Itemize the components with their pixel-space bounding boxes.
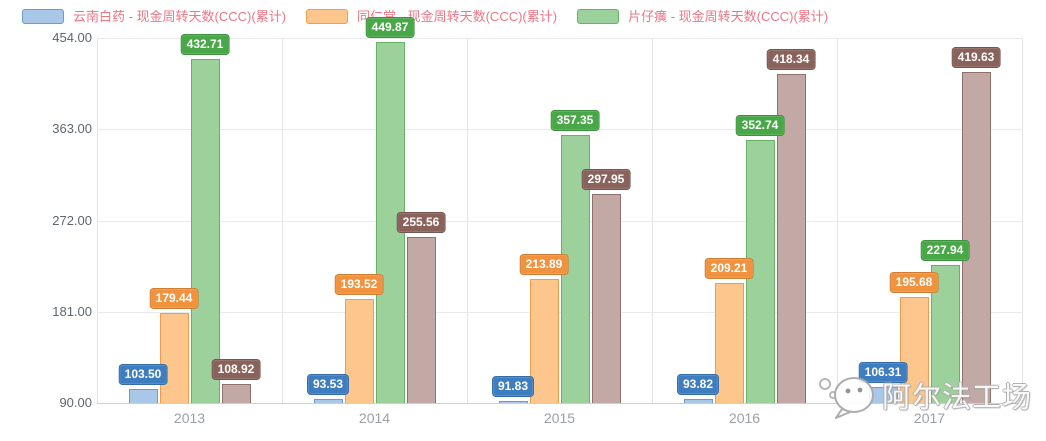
bar	[961, 72, 991, 403]
bar	[714, 283, 744, 403]
legend-item[interactable]: 片仔癀 - 现金周转天数(CCC)(累计)	[577, 9, 828, 24]
bar-value-label: 93.82	[676, 374, 720, 396]
bar-value-label: 103.50	[118, 364, 168, 386]
legend-item[interactable]: 云南白药 - 现金周转天数(CCC)(累计)	[22, 9, 286, 24]
bar	[899, 297, 929, 403]
y-axis-label: 272.00	[52, 212, 92, 228]
bar-value-label: 179.44	[149, 288, 199, 310]
category-separator	[282, 38, 283, 403]
legend-item-label: 片仔癀 - 现金周转天数(CCC)(累计)	[628, 9, 829, 24]
bar-value-label: 213.89	[519, 253, 569, 275]
bar	[128, 389, 158, 403]
bar-value-label: 449.87	[365, 17, 415, 39]
bar	[498, 401, 528, 403]
bar-value-label: 209.21	[704, 258, 754, 280]
grid-line	[97, 403, 1022, 404]
grid-line	[97, 311, 1022, 313]
bar	[344, 299, 374, 403]
bar	[190, 59, 220, 403]
category-separator	[467, 38, 468, 403]
chat-bubble-icon	[819, 377, 874, 419]
legend-item-label: 云南白药 - 现金周转天数(CCC)(累计)	[73, 9, 287, 24]
bar-value-label: 432.71	[180, 34, 230, 56]
bar-value-label: 419.63	[951, 47, 1001, 69]
bar	[159, 313, 189, 403]
legend: 云南白药 - 现金周转天数(CCC)(累计) 同仁堂 - 现金周转天数(CCC)(…	[22, 9, 828, 24]
plot-border	[1022, 38, 1023, 403]
legend-swatch	[577, 9, 620, 24]
legend-item[interactable]: 同仁堂 - 现金周转天数(CCC)(累计)	[306, 9, 557, 24]
x-axis-label: 2013	[173, 410, 206, 426]
category-separator	[837, 38, 838, 403]
y-axis-label: 90.00	[59, 395, 92, 410]
plot-border	[97, 38, 98, 403]
bar-value-label: 106.31	[858, 361, 908, 383]
bar-value-label: 193.52	[334, 274, 384, 296]
bar	[591, 194, 621, 403]
bar	[930, 264, 960, 403]
bar	[221, 384, 251, 403]
x-axis-label: 2017	[913, 410, 946, 426]
bar-value-label: 227.94	[920, 239, 970, 261]
bar	[313, 399, 343, 403]
bar-value-label: 418.34	[766, 48, 816, 70]
x-axis-label: 2016	[728, 410, 761, 426]
x-axis-label: 2015	[543, 410, 576, 426]
x-axis-label: 2014	[358, 410, 391, 426]
watermark: 阿尔法工场	[816, 368, 1032, 422]
category-separator	[652, 38, 653, 403]
bar	[529, 278, 559, 403]
bar	[406, 236, 436, 403]
bar-value-label: 255.56	[396, 211, 446, 233]
bar-value-label: 93.53	[306, 374, 350, 396]
grid-line	[97, 38, 1022, 39]
bar-value-label: 297.95	[581, 169, 631, 191]
y-axis-label: 363.00	[52, 121, 92, 137]
bar	[776, 73, 806, 403]
bar-value-label: 91.83	[491, 376, 535, 398]
y-axis-label: 181.00	[52, 303, 92, 319]
bar-value-label: 108.92	[211, 359, 261, 381]
bar-value-label: 352.74	[735, 114, 785, 136]
y-axis-label: 454.00	[52, 30, 92, 45]
bar	[683, 399, 713, 403]
legend-swatch	[306, 9, 349, 24]
watermark-text: 阿尔法工场	[882, 382, 1033, 414]
bar-value-label: 357.35	[550, 109, 600, 131]
legend-swatch	[22, 9, 64, 24]
grid-line	[97, 220, 1022, 222]
bar-value-label: 195.68	[889, 272, 939, 294]
